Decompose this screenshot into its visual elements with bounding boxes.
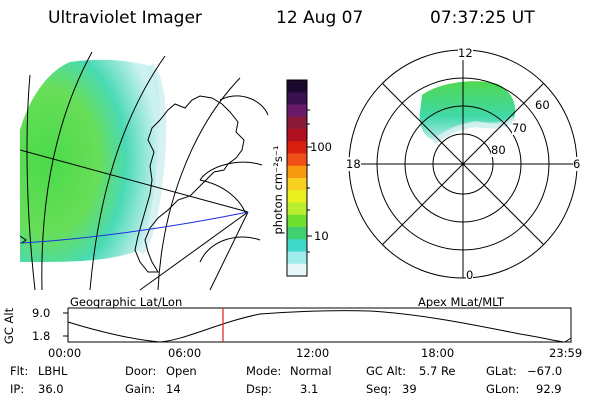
orbit-xtick-0000: 00:00 <box>48 346 82 360</box>
orbit-xtick-1200: 12:00 <box>296 346 330 360</box>
mlt-label-12: 12 <box>458 46 473 60</box>
info-gcalt-value: 5.7 Re <box>419 364 456 378</box>
info-gain-value: 14 <box>166 382 181 396</box>
mlt-label-6: 6 <box>573 157 581 171</box>
info-mode-value: Normal <box>290 364 332 378</box>
info-door-value: Open <box>166 364 197 378</box>
colorbar-swatch <box>287 239 307 252</box>
colorbar-swatch <box>287 214 307 228</box>
observation-date: 12 Aug 07 <box>276 8 364 28</box>
mlat-label-60: 60 <box>535 98 550 112</box>
orbit-ytick-bottom: 1.8 <box>32 329 51 343</box>
colorbar-swatch <box>287 227 307 240</box>
colorbar-swatch <box>287 263 307 277</box>
geographic-panel-label: Geographic Lat/Lon <box>70 295 183 309</box>
info-flt-label: Flt: <box>10 364 29 378</box>
mlt-label-0: 0 <box>466 268 474 282</box>
info-dsp-label: Dsp: <box>246 382 273 396</box>
mlat-label-70: 70 <box>512 121 527 135</box>
info-seq-label: Seq: <box>366 382 392 396</box>
colorbar-swatch <box>287 153 307 167</box>
colorbar-swatch <box>287 251 307 265</box>
orbit-xtick-2359: 23:59 <box>549 346 583 360</box>
colorbar-swatch <box>287 165 307 179</box>
aurora-emission-polar <box>419 81 516 140</box>
info-ip-value: 36.0 <box>38 382 64 396</box>
info-gcalt-label: GC Alt: <box>366 364 407 378</box>
info-mode-label: Mode: <box>246 364 282 378</box>
colorbar-swatch <box>287 129 307 142</box>
mlat-label-80: 80 <box>491 143 506 157</box>
info-gain-label: Gain: <box>125 382 156 396</box>
info-glon-label: GLon: <box>486 382 520 396</box>
colorbar <box>286 79 312 277</box>
geographic-map <box>20 51 269 291</box>
info-seq-value: 39 <box>402 382 417 396</box>
polar-panel-label: Apex MLat/MLT <box>418 295 505 309</box>
info-flt-value: LBHL <box>38 364 68 378</box>
colorbar-swatch <box>287 202 307 216</box>
observation-time: 07:37:25 UT <box>430 8 535 28</box>
info-door-label: Door: <box>125 364 157 378</box>
colorbar-unit-label: photon cm⁻²s⁻¹ <box>271 145 285 235</box>
instrument-title: Ultraviolet Imager <box>48 8 202 28</box>
info-glon-value: 92.9 <box>536 382 562 396</box>
coastline <box>134 95 245 273</box>
orbit-xtick-0600: 06:00 <box>168 346 202 360</box>
colorbar-swatch <box>287 104 307 118</box>
colorbar-tick-100: 100 <box>310 140 332 154</box>
magnetic-trace-line <box>20 211 249 244</box>
colorbar-swatch <box>287 178 307 191</box>
altitude-curve <box>67 310 572 343</box>
mlt-label-18: 18 <box>346 157 361 171</box>
orbit-xtick-1800: 18:00 <box>421 346 455 360</box>
orbit-ylabel: GC Alt <box>2 307 16 345</box>
info-ip-label: IP: <box>10 382 25 396</box>
polar-plot <box>348 49 578 279</box>
colorbar-swatch <box>287 141 307 154</box>
colorbar-swatch <box>287 92 307 105</box>
info-glat-value: −67.0 <box>527 364 563 378</box>
colorbar-swatch <box>287 116 307 130</box>
colorbar-swatch <box>287 80 307 93</box>
colorbar-swatch <box>287 190 307 203</box>
info-dsp-value: 3.1 <box>300 382 319 396</box>
orbit-altitude-plot <box>63 307 572 343</box>
aurora-emission-geographic <box>20 59 160 263</box>
info-glat-label: GLat: <box>486 364 517 378</box>
orbit-ytick-top: 9.0 <box>32 306 51 320</box>
colorbar-tick-10: 10 <box>314 229 329 243</box>
